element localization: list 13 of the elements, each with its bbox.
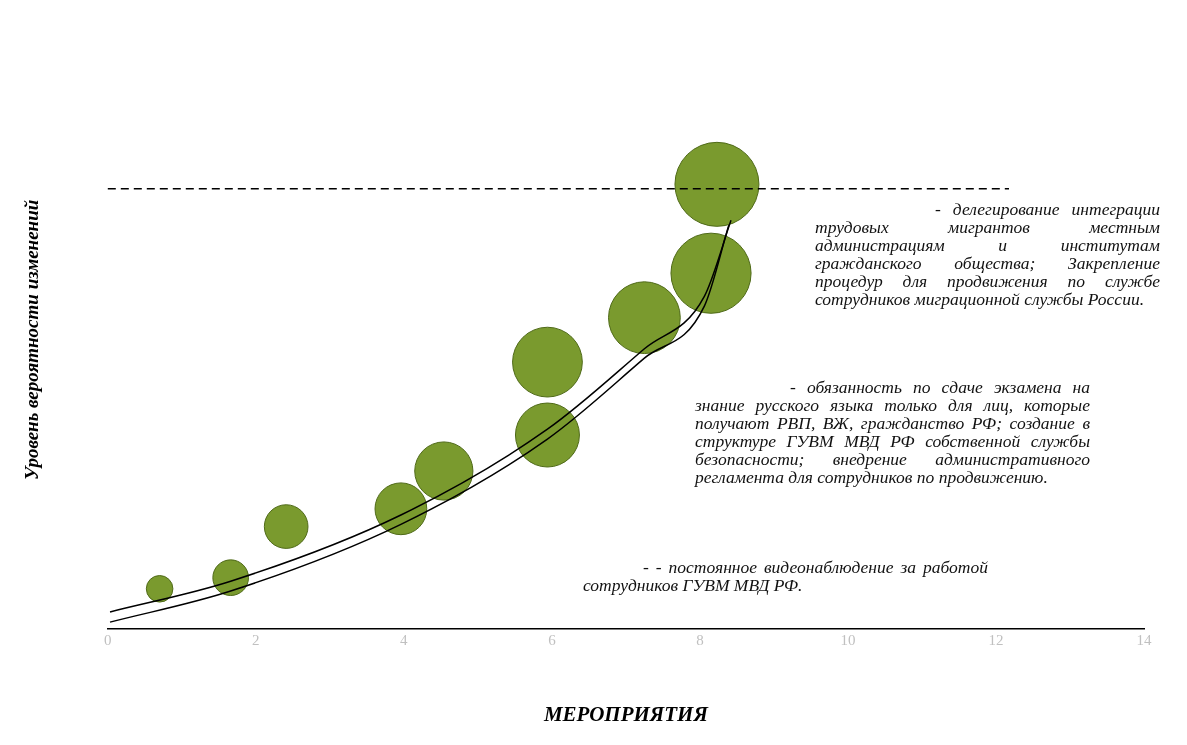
x-tick-label: 12	[988, 631, 1004, 648]
x-tick-label: 14	[1136, 631, 1152, 648]
annotation: - - постоянное видеонаблюдение за работой сотрудников ГУВМ МВД РФ.	[583, 557, 988, 595]
x-tick-label: 10	[840, 631, 856, 648]
y-axis-title: Уровень вероятности изменений	[21, 199, 43, 481]
x-tick-label: 6	[548, 631, 557, 648]
x-tick-label: 8	[696, 631, 704, 648]
x-tick-label: 0	[104, 631, 112, 648]
annotation: - обязанность по сдаче экзамена на знание русского языка только для лиц, которые получают РВП, ВЖ, гражданство РФ; создание в структуре ГУВМ МВД РФ собственной службы безопасности; внедрение административного регламента для сотрудников по продвижению.	[695, 377, 1090, 487]
x-tick-label: 4	[400, 631, 409, 648]
x-tick-label: 2	[252, 631, 260, 648]
x-axis-title: МЕРОПРИЯТИЯ	[542, 701, 709, 726]
annotation: - делегирование интеграции трудовых мигрантов местным администрациям и институтам гражданского общества; Закрепление процедур для продвижения по службе сотрудников миграционной службы России.	[815, 199, 1160, 309]
